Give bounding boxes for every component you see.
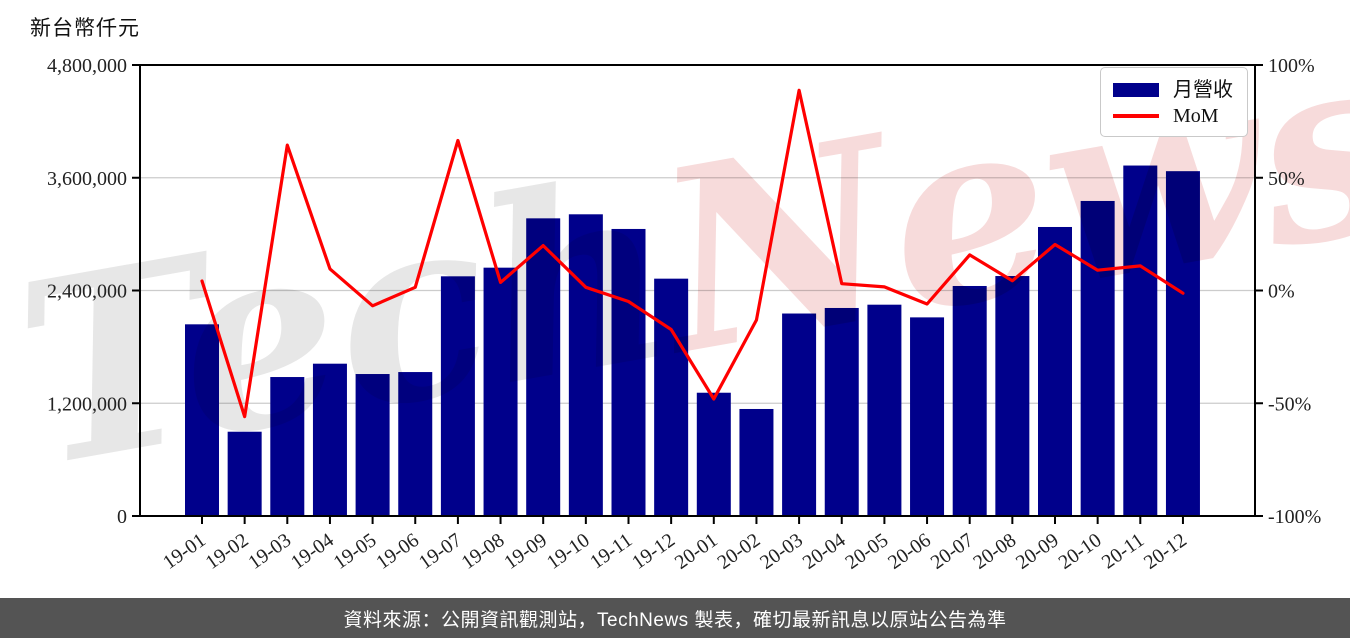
x-tick-label: 20-08	[969, 529, 1020, 574]
bar-20-04	[824, 307, 859, 516]
x-tick-label: 19-08	[458, 529, 509, 574]
left-tick-label: 0	[117, 506, 127, 528]
x-tick-label: 20-06	[884, 529, 935, 574]
x-tick-label: 19-06	[372, 529, 423, 574]
x-tick-label: 19-02	[202, 529, 253, 574]
mom-line-swatch-icon	[1113, 114, 1159, 118]
bar-19-06	[398, 372, 433, 516]
left-axis-title: 新台幣仟元	[30, 16, 140, 40]
x-tick-label: 19-01	[159, 529, 210, 574]
bar-20-08	[995, 276, 1030, 516]
bar-19-09	[526, 218, 561, 516]
x-tick-label: 19-11	[586, 529, 636, 573]
bar-20-10	[1080, 200, 1115, 516]
x-tick-label: 19-09	[500, 529, 551, 574]
x-tick-label: 19-07	[415, 529, 466, 574]
bar-19-07	[440, 276, 475, 516]
x-tick-label: 20-05	[841, 529, 892, 574]
x-tick-label: 19-10	[543, 529, 594, 574]
bar-20-05	[867, 304, 902, 516]
footer-bar: 資料來源：公開資訊觀測站，TechNews 製表，確切最新訊息以原站公告為準	[0, 598, 1350, 638]
bar-20-09	[1038, 226, 1072, 516]
left-tick-label: 2,400,000	[47, 281, 127, 303]
right-tick-label: 100%	[1268, 55, 1315, 77]
x-tick-label: 19-05	[330, 529, 381, 574]
bar-19-02	[227, 431, 262, 516]
x-tick-label: 19-03	[244, 529, 295, 574]
revenue-mom-chart: TechNews 01,200,0002,400,0003,600,0004,8…	[0, 0, 1350, 574]
bar-19-08	[483, 267, 518, 516]
x-tick-label: 20-02	[713, 529, 764, 574]
x-tick-label: 20-07	[927, 529, 978, 574]
legend-row-mom: MoM	[1113, 103, 1247, 129]
bar-19-03	[270, 377, 305, 516]
bar-20-03	[782, 313, 817, 516]
legend-revenue-label: 月營收	[1173, 79, 1233, 101]
footer-source-text: 資料來源：公開資訊觀測站，TechNews 製表，確切最新訊息以原站公告為準	[343, 609, 1007, 631]
x-tick-label: 20-09	[1012, 529, 1063, 574]
revenue-bars	[185, 165, 1200, 517]
bar-19-12	[654, 278, 689, 516]
bar-20-06	[910, 317, 945, 516]
x-tick-label: 20-03	[756, 529, 807, 574]
legend-row-revenue: 月營收	[1113, 77, 1247, 103]
bar-19-04	[312, 363, 347, 516]
bar-20-11	[1123, 165, 1158, 517]
revenue-swatch-icon	[1113, 83, 1159, 97]
x-tick-label: 20-04	[799, 529, 850, 574]
x-tick-label: 19-12	[628, 529, 679, 574]
mom-line-layer	[200, 88, 1185, 419]
mom-line	[200, 88, 1185, 419]
right-tick-label: 50%	[1268, 168, 1305, 190]
x-tick-label: 20-12	[1140, 529, 1191, 574]
x-tick-label: 20-01	[671, 529, 722, 574]
bar-20-02	[739, 408, 774, 516]
bar-20-07	[952, 285, 987, 516]
left-tick-label: 4,800,000	[47, 55, 127, 77]
x-tick-label: 20-11	[1098, 529, 1148, 573]
legend-mom-label: MoM	[1173, 105, 1219, 127]
right-tick-label: -50%	[1268, 393, 1311, 415]
bar-19-10	[568, 214, 603, 516]
right-tick-label: -100%	[1268, 506, 1321, 528]
x-tick-label: 20-10	[1055, 529, 1106, 574]
left-tick-label: 3,600,000	[47, 168, 127, 190]
bar-19-01	[185, 324, 219, 516]
x-tick-label: 19-04	[287, 529, 338, 574]
bar-19-05	[355, 374, 390, 516]
bar-19-11	[611, 228, 646, 517]
left-tick-label: 1,200,000	[47, 393, 127, 415]
bar-20-01	[696, 392, 731, 516]
legend: 月營收 MoM	[1100, 67, 1248, 137]
bar-20-12	[1165, 171, 1200, 516]
right-tick-label: 0%	[1268, 281, 1295, 303]
